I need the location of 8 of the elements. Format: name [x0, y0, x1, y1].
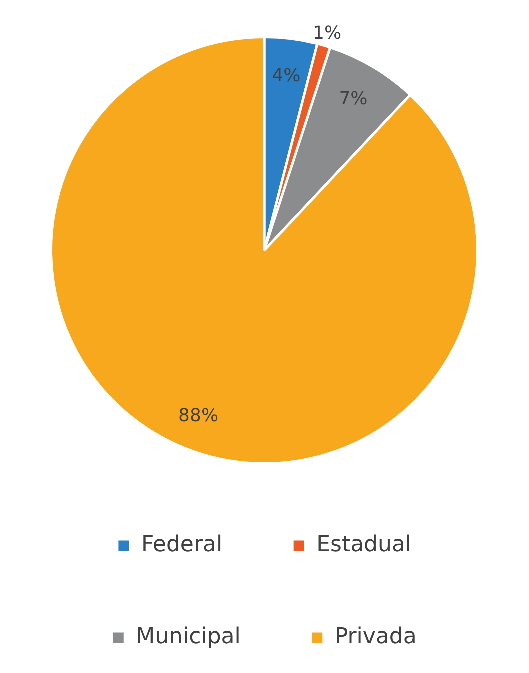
data-label: 4% — [272, 66, 301, 87]
data-label: 7% — [339, 88, 368, 110]
data-label: 88% — [178, 406, 219, 427]
legend-label: Federal — [141, 532, 223, 558]
data-label: 1% — [313, 22, 342, 44]
legend-label: Estadual — [316, 532, 412, 558]
legend-label: Municipal — [136, 624, 241, 650]
legend-label: Privada — [334, 624, 417, 650]
